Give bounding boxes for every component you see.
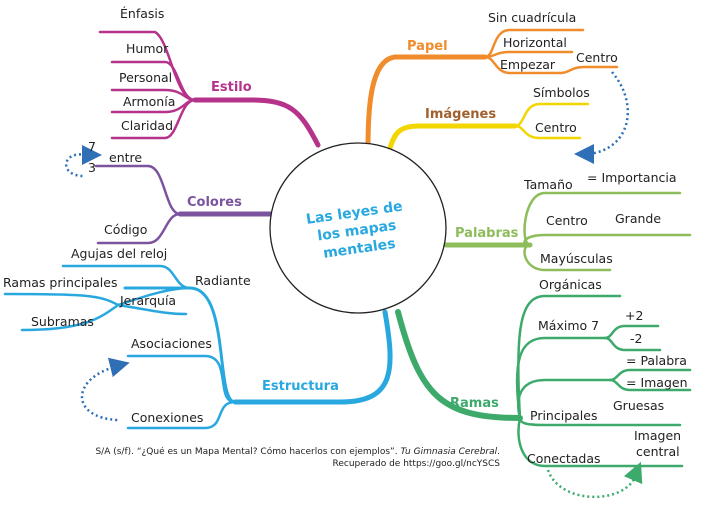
leaf-imagen: Imagen xyxy=(634,428,681,443)
branch-title-papel: Papel xyxy=(407,39,448,54)
branch-title-imagenes: Imágenes xyxy=(425,107,496,122)
citation-prefix: S/A (s/f). “¿Qué es un Mapa Mental? Cómo… xyxy=(95,446,400,457)
branch-title-ramas: Ramas xyxy=(450,396,499,411)
leaf-mayusculas: Mayúsculas xyxy=(540,251,613,266)
leaf-agujas-del-reloj: Agujas del reloj xyxy=(71,246,167,261)
leaf-empezar: Empezar xyxy=(500,57,556,72)
leaf-centro-palabras: Centro xyxy=(546,213,588,228)
leaf-centro-papel: Centro xyxy=(576,50,618,65)
leaf-personal: Personal xyxy=(119,70,172,85)
leaf-codigo: Código xyxy=(104,222,147,237)
leaf-sin-cuadricula: Sin cuadrícula xyxy=(488,10,576,25)
leaf-igual-palabra: = Palabra xyxy=(626,353,687,368)
leaf-radiante: Radiante xyxy=(195,273,251,288)
dotted-arrow-papel xyxy=(587,71,629,156)
branch-colores-lines xyxy=(94,164,275,245)
leaf-conexiones: Conexiones xyxy=(131,410,203,425)
leaf-armonia: Armonía xyxy=(123,94,175,109)
leaf-maximo-7: Máximo 7 xyxy=(538,318,599,333)
leaf-subramas: Subramas xyxy=(31,314,94,329)
leaf-tamano: Tamaño xyxy=(523,177,573,192)
citation-line-1: S/A (s/f). “¿Qué es un Mapa Mental? Cómo… xyxy=(95,446,500,457)
leaf-jerarquia: Jerarquía xyxy=(119,293,176,308)
branch-imagenes-lines xyxy=(387,102,590,151)
leaf-horizontal: Horizontal xyxy=(503,35,567,50)
branch-papel-lines xyxy=(365,28,619,151)
leaf-siete: 7 xyxy=(88,139,96,154)
leaf-tres: 3 xyxy=(88,160,96,175)
branch-palabras-lines xyxy=(443,191,692,272)
center-title: Las leyes de los mapas mentales xyxy=(305,198,403,261)
leaf-menos-dos: -2 xyxy=(630,331,642,346)
branch-ramas-lines xyxy=(395,294,692,468)
leaf-organicas: Orgánicas xyxy=(539,277,602,292)
dotted-arrow-ramas xyxy=(546,469,638,499)
dotted-arrow-estructura xyxy=(80,364,119,422)
leaf-humor: Humor xyxy=(126,41,169,56)
arrow-head-ramas xyxy=(623,461,643,485)
branch-title-estructura: Estructura xyxy=(262,379,339,394)
leaf-entre: entre xyxy=(109,150,142,165)
leaf-enfasis: Énfasis xyxy=(120,6,164,21)
branch-estructura-lines xyxy=(3,264,393,430)
dotted-arrow-colores xyxy=(64,153,87,178)
arrow-head-estructura xyxy=(107,357,130,378)
leaf-conectadas: Conectadas xyxy=(527,451,601,466)
leaf-grande: Grande xyxy=(615,211,661,226)
center-circle xyxy=(269,142,447,314)
leaf-mas-dos: +2 xyxy=(625,308,643,323)
leaf-central: central xyxy=(636,444,680,459)
leaf-claridad: Claridad xyxy=(121,118,173,133)
citation-suffix: . xyxy=(497,447,500,457)
branch-title-estilo: Estilo xyxy=(211,80,252,95)
leaf-asociaciones: Asociaciones xyxy=(131,336,212,351)
leaf-importancia: = Importancia xyxy=(587,170,677,185)
leaf-ramas-principales: Ramas principales xyxy=(3,275,117,290)
branch-title-colores: Colores xyxy=(187,195,242,210)
leaf-principales: Principales xyxy=(530,408,597,423)
leaf-simbolos: Símbolos xyxy=(533,85,590,100)
leaf-gruesas: Gruesas xyxy=(613,398,664,413)
leaf-igual-imagen: = Imagen xyxy=(626,375,688,390)
citation-line-2: Recuperado de https://goo.gl/ncYSCS xyxy=(333,459,501,469)
branch-estilo-lines xyxy=(98,30,321,148)
branch-title-palabras: Palabras xyxy=(455,226,519,241)
citation-italic: Tu Gimnasia Cerebral xyxy=(400,447,497,457)
leaf-centro-imagenes: Centro xyxy=(535,120,577,135)
